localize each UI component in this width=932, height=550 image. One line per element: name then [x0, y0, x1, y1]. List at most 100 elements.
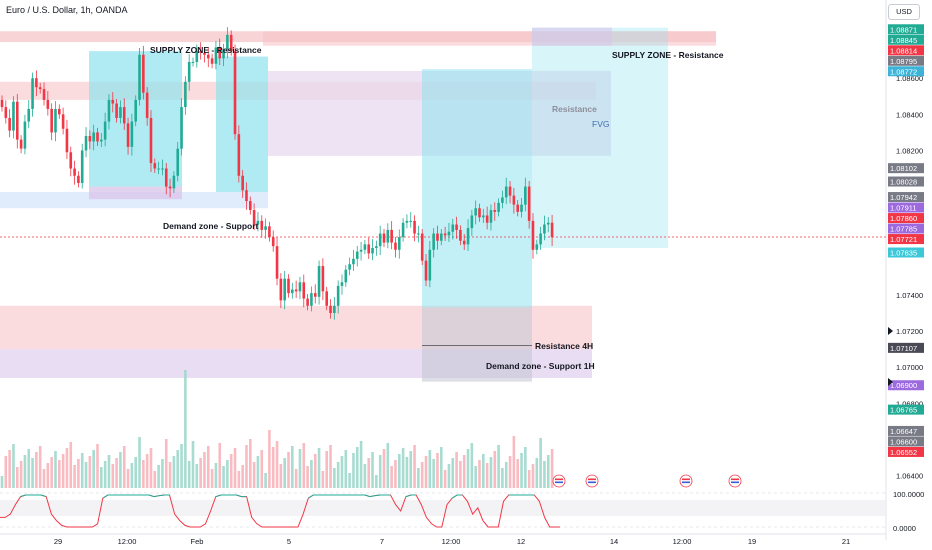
candle-body	[233, 51, 237, 135]
candle-body	[100, 139, 103, 142]
candle-body	[485, 215, 489, 223]
price-tag-label: 1.08772	[890, 67, 917, 76]
oscillator-line	[0, 494, 560, 528]
volume-bar	[440, 447, 443, 488]
volume-bar	[8, 450, 11, 488]
candle-body	[149, 117, 153, 164]
candle-body	[329, 305, 332, 314]
volume-bar	[164, 439, 168, 488]
candle-body	[172, 175, 176, 189]
price-tag	[888, 436, 924, 447]
price-tag-label: 1.06647	[890, 427, 917, 436]
candle-body	[46, 99, 50, 109]
event-flag-icon	[585, 474, 599, 488]
time-tick-label: 12:00	[442, 537, 461, 546]
candle-body	[321, 266, 325, 292]
price-tag-label: 1.07721	[890, 235, 917, 244]
candle-body	[157, 168, 160, 170]
volume-bar	[96, 444, 99, 488]
volume-bar	[306, 466, 309, 488]
volume-bar	[432, 459, 435, 488]
candle-body	[161, 168, 164, 170]
time-tick-label: 7	[380, 537, 384, 546]
candle-body	[206, 54, 210, 59]
volume-bar	[336, 462, 340, 488]
candle-body	[115, 103, 118, 118]
oscillator-line-high	[451, 494, 463, 499]
supply-zone-label-right: SUPPLY ZONE - Resistance	[612, 50, 724, 60]
volume-bar	[268, 430, 271, 488]
candle-body	[482, 215, 485, 218]
candle-body	[245, 190, 248, 202]
candle-body	[184, 81, 187, 108]
candle-body	[359, 249, 363, 252]
time-tick-label: 12:00	[673, 537, 692, 546]
volume-bar	[298, 449, 302, 488]
candle-body	[31, 78, 34, 109]
volume-bar	[222, 466, 225, 488]
position-box-3-stop	[422, 307, 532, 382]
volume-bar	[359, 441, 363, 488]
flag-stripe	[682, 478, 690, 481]
candle-body	[153, 163, 157, 169]
volume-bar	[199, 458, 202, 488]
candle-body	[413, 220, 416, 234]
volume-bar	[126, 469, 130, 488]
candle-body	[107, 99, 111, 122]
volume-bar	[375, 475, 378, 488]
candle-body	[191, 61, 195, 63]
candle-body	[294, 289, 298, 292]
candle-body	[535, 244, 539, 250]
volume-bar	[210, 469, 214, 488]
candle-body	[489, 210, 493, 223]
oscillator-line-high	[308, 494, 391, 499]
candle-body	[352, 258, 355, 265]
candle-body	[249, 201, 252, 211]
candle-body	[138, 54, 141, 100]
price-tag-label: 1.07107	[890, 344, 917, 353]
volume-bar	[466, 449, 470, 488]
candle-body	[336, 285, 340, 306]
candle-body	[443, 233, 447, 236]
volume-bar	[264, 473, 267, 488]
flag-stripe	[731, 481, 739, 484]
candle-body	[363, 244, 367, 250]
volume-bar	[4, 456, 8, 488]
candle-body	[371, 247, 374, 254]
volume-bar	[80, 453, 84, 488]
volume-bar	[241, 465, 244, 488]
candle-body	[401, 222, 405, 238]
candle-body	[325, 291, 328, 306]
osc-label-high: 100.0000	[893, 490, 924, 499]
volume-bar	[367, 458, 371, 488]
price-tag-label: 1.06765	[890, 406, 917, 415]
candle-body	[539, 233, 542, 245]
volume-bar	[58, 460, 61, 488]
volume-bar	[275, 441, 279, 488]
candle-body	[168, 186, 172, 189]
volume-bar	[413, 445, 416, 488]
candle-body	[199, 51, 202, 53]
demand-zone-left	[0, 191, 268, 209]
currency-button[interactable]: USD	[888, 4, 920, 20]
volume-bar	[191, 441, 195, 488]
price-tag-label: 1.07911	[890, 204, 917, 213]
candle-body	[504, 186, 508, 198]
price-tag-label: 1.08871	[890, 25, 917, 34]
volume-bar	[508, 456, 512, 488]
candle-body	[478, 208, 481, 218]
volume-bar	[291, 446, 294, 488]
oscillator-line-high	[20, 494, 47, 498]
volume-bar	[485, 463, 489, 488]
price-tick-label: 1.08600	[896, 74, 923, 83]
osc-mid-band	[0, 500, 886, 516]
volume-bar	[493, 451, 497, 488]
candle-body	[420, 233, 424, 261]
volume-bar	[168, 462, 172, 488]
candle-body	[355, 251, 359, 259]
candle-body	[176, 148, 180, 176]
candle-body	[96, 132, 99, 142]
volume-bar	[157, 465, 160, 488]
candle-body	[378, 233, 382, 247]
